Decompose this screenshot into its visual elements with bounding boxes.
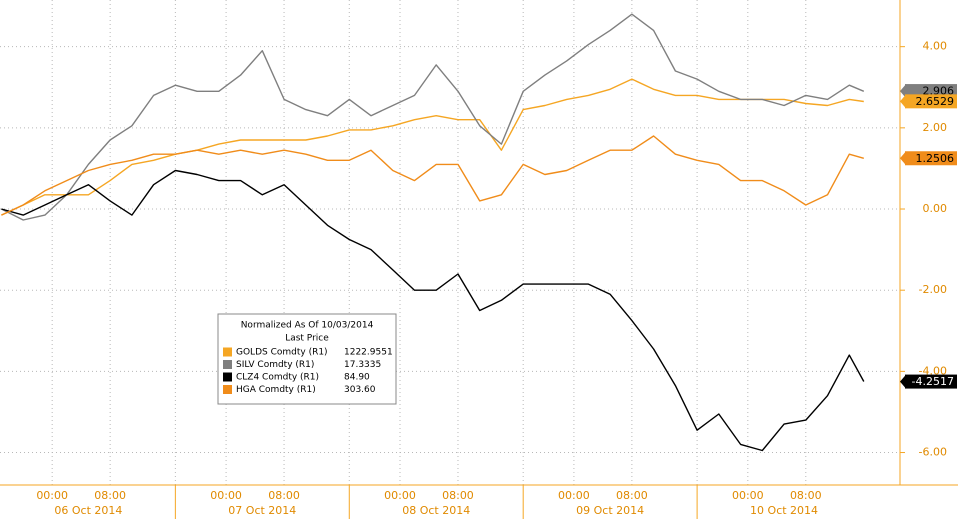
end-label: 2.6529 <box>916 95 955 108</box>
x-tick-label: 00:00 <box>558 489 590 502</box>
legend-value: 1222.9551 <box>344 348 393 358</box>
x-tick-label: 08:00 <box>790 489 822 502</box>
legend-box <box>217 313 397 405</box>
series-line <box>1 169 865 452</box>
legend-label: CLZ4 Comdty (R1) <box>236 373 319 383</box>
end-pointer <box>900 151 906 166</box>
grid <box>0 0 900 485</box>
end-label-box <box>905 151 957 166</box>
end-pointer <box>900 84 906 99</box>
series-line <box>1 78 864 216</box>
y-tick-label: -4.00 <box>919 364 947 377</box>
plot <box>1 13 865 452</box>
end-pointer <box>900 374 906 389</box>
legend-label: SILV Comdty (R1) <box>236 360 314 370</box>
y-tick-label: -2.00 <box>919 283 947 296</box>
x-tick-label: 08:00 <box>616 489 648 502</box>
x-tick-label: 08:00 <box>94 489 126 502</box>
day-label: 07 Oct 2014 <box>228 504 296 517</box>
legend: Normalized As Of 10/03/2014 Last Price G… <box>217 313 397 405</box>
end-label-box <box>905 94 957 109</box>
end-label: 2.906 <box>923 85 955 98</box>
x-tick-label: 00:00 <box>732 489 764 502</box>
end-label: 1.2506 <box>916 152 955 165</box>
x-tick-label: 00:00 <box>384 489 416 502</box>
series-line <box>1 135 864 216</box>
axes: 4.00 2.00 0.00 -2.00 -4.00 -6.00 00:00 08:00 00:… <box>36 40 947 519</box>
x-tick-label: 00:00 <box>36 489 68 502</box>
x-tick-label: 08:00 <box>442 489 474 502</box>
day-label: 10 Oct 2014 <box>750 504 818 517</box>
legend-swatch <box>223 385 232 394</box>
legend-swatch <box>223 347 232 357</box>
x-tick-label: 08:00 <box>268 489 300 502</box>
end-pointer <box>900 94 906 109</box>
y-tick-label: 4.00 <box>923 40 948 53</box>
y-tick-label: 0.00 <box>923 202 948 215</box>
legend-value: 17.3335 <box>344 360 381 370</box>
legend-label: HGA Comdty (R1) <box>236 385 316 395</box>
legend-swatch <box>223 372 232 382</box>
day-label: 08 Oct 2014 <box>402 504 470 517</box>
legend-value: 303.60 <box>344 385 376 395</box>
legend-swatch <box>223 360 232 369</box>
series-line <box>1 13 865 221</box>
end-label-box <box>905 374 957 389</box>
y-tick-label: 2.00 <box>923 121 948 134</box>
legend-subtitle: Last Price <box>285 334 329 344</box>
y-tick-label: -6.00 <box>919 446 947 459</box>
day-label: 06 Oct 2014 <box>54 504 122 517</box>
legend-value: 84.90 <box>344 373 370 383</box>
x-tick-label: 00:00 <box>210 489 242 502</box>
legend-title: Normalized As Of 10/03/2014 <box>241 321 374 331</box>
legend-label: GOLDS Comdty (R1) <box>236 348 328 358</box>
end-label: -4.2517 <box>912 375 954 388</box>
day-label: 09 Oct 2014 <box>576 504 644 517</box>
